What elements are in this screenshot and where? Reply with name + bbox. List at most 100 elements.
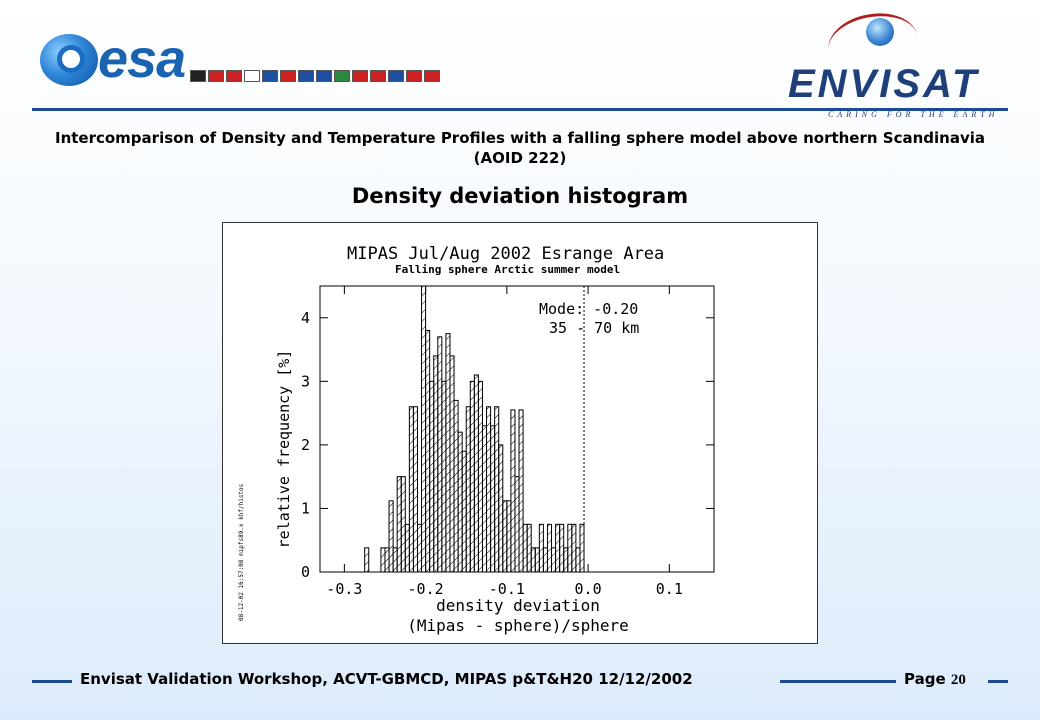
flag-icon: [388, 70, 404, 82]
y-tick-label: 3: [301, 372, 310, 390]
flag-icon: [280, 70, 296, 82]
flag-icon: [190, 70, 206, 82]
histogram-bar: [364, 547, 370, 573]
histogram-bar: [567, 523, 573, 573]
x-axis: -0.3 -0.2 -0.1 0.0 0.1: [326, 286, 683, 598]
histogram-bar: [429, 380, 435, 573]
histogram-bar: [477, 380, 483, 573]
x-tick-label: 0.0: [575, 580, 602, 598]
footer-workshop: Envisat Validation Workshop, ACVT-GBMCD,…: [80, 670, 693, 688]
histogram-bar: [494, 406, 500, 573]
mode-annotation: Mode: -0.20: [539, 300, 638, 318]
y-tick-label: 0: [301, 563, 310, 581]
histogram-bar: [522, 523, 528, 573]
histogram-bar: [510, 409, 516, 573]
histogram-bar: [551, 547, 557, 573]
histogram-bar: [563, 547, 569, 573]
flag-icon: [370, 70, 386, 82]
footer-rule-left: [32, 680, 72, 683]
flag-icon: [424, 70, 440, 82]
histogram-bar: [416, 523, 423, 573]
flag-icon: [208, 70, 224, 82]
histogram-bar: [546, 523, 553, 573]
y-tick-label: 1: [301, 499, 310, 517]
plot-frame: [319, 285, 715, 573]
x-tick-label: -0.3: [326, 580, 362, 598]
histogram-bar: [502, 500, 508, 573]
x-tick-label: 0.1: [656, 580, 683, 598]
flag-icon: [298, 70, 314, 82]
footer-rule-right: [988, 680, 1008, 683]
histogram-bar: [425, 329, 431, 573]
chart-subtitle: Falling sphere Arctic summer model: [395, 263, 620, 276]
histogram-bar: [518, 409, 524, 573]
histogram-bar: [465, 406, 471, 573]
page-subtitle: Intercomparison of Density and Temperatu…: [54, 129, 985, 167]
flag-icon: [244, 70, 260, 82]
esa-logo: esa: [40, 28, 440, 89]
y-tick-label: 4: [301, 309, 310, 327]
histogram-bar: [445, 333, 451, 573]
histogram-bar: [441, 380, 447, 573]
flag-icon: [352, 70, 368, 82]
y-tick-label: 2: [301, 436, 310, 454]
histogram-bar: [388, 500, 394, 573]
flag-icon: [316, 70, 332, 82]
histogram-bar: [457, 431, 463, 573]
envisat-tagline: CARING FOR THE EARTH: [828, 110, 999, 119]
x-tick-label: -0.1: [489, 580, 525, 598]
histogram-bar: [571, 523, 577, 573]
y-axis: 0 1 2 3 4: [301, 309, 714, 581]
side-stamp: 08-12-02 16:57:08 mipfs89.x khf/histos: [238, 483, 245, 621]
histogram-bar: [526, 523, 532, 573]
chart-title: MIPAS Jul/Aug 2002 Esrange Area: [347, 244, 664, 264]
histogram-bar: [498, 444, 504, 573]
histogram-bar: [486, 406, 492, 573]
y-axis-label: relative frequency [%]: [275, 350, 293, 549]
histogram-bar: [559, 523, 565, 573]
histogram-bar: [421, 285, 427, 573]
histogram-bar: [380, 547, 386, 573]
footer-rule-mid: [780, 680, 896, 683]
envisat-logo: ENVISAT CARING FOR THE EARTH: [788, 6, 998, 119]
histogram-svg: MIPAS Jul/Aug 2002 Esrange Area Falling …: [238, 244, 715, 635]
histogram-bar: [400, 476, 406, 573]
esa-globe-icon: [40, 34, 98, 86]
histogram-bar: [449, 355, 455, 573]
histogram-bar: [453, 399, 459, 573]
histogram-bar: [437, 336, 443, 573]
histogram-bar: [408, 406, 414, 573]
flag-icon: [226, 70, 242, 82]
envisat-globe-icon: [866, 18, 894, 46]
histogram-bar: [461, 450, 467, 573]
histogram-bar: [538, 523, 544, 573]
histogram-bar: [506, 500, 512, 573]
histogram-bar: [469, 380, 475, 573]
histogram-bar: [490, 425, 496, 573]
histogram-bar: [384, 547, 390, 573]
header-rule: [32, 108, 1008, 111]
esa-logo-text: esa: [98, 29, 186, 89]
footer-page-number: 20: [950, 672, 966, 688]
histogram-bar: [530, 547, 536, 573]
histogram-bar: [404, 523, 410, 573]
x-axis-label: density deviation: [436, 596, 600, 615]
histogram-bar: [542, 547, 548, 573]
histogram-bar: [473, 374, 479, 573]
flag-icon: [262, 70, 278, 82]
footer-page-label: Page: [904, 670, 946, 688]
histogram-bar: [433, 355, 439, 573]
histogram-bar: [534, 547, 540, 573]
histogram-bar: [396, 476, 402, 573]
histogram-bar: [481, 425, 488, 573]
flag-icon: [406, 70, 422, 82]
flag-icon: [334, 70, 350, 82]
histogram-bar: [392, 547, 398, 573]
x-tick-label: -0.2: [408, 580, 444, 598]
envisat-logo-text: ENVISAT: [788, 62, 980, 106]
altitude-annotation: 35 - 70 km: [549, 319, 639, 337]
section-title: Density deviation histogram: [351, 184, 689, 208]
member-flags: [190, 70, 440, 82]
histogram-bar: [514, 476, 520, 573]
histogram-bar: [555, 523, 561, 573]
